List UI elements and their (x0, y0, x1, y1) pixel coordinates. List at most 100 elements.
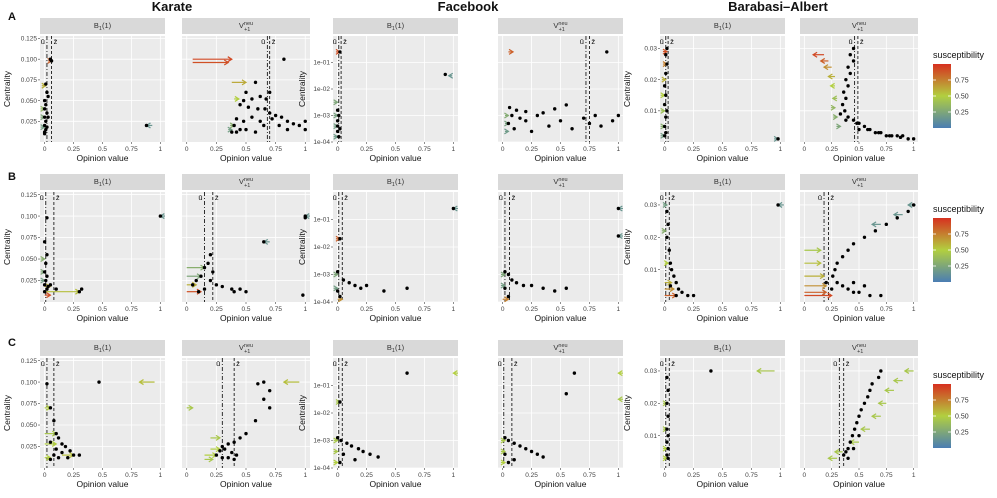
shift-arrow-head (234, 95, 241, 102)
y-tick-label: 0.01 (644, 108, 657, 115)
y-axis-title: Centrality (2, 394, 12, 431)
x-axis-title: Opinion value (370, 479, 422, 489)
x-tick-label: 0.5 (241, 306, 250, 313)
data-point (337, 113, 341, 118)
data-point (230, 450, 234, 455)
data-point (52, 419, 56, 423)
x-tick-label: 0.75 (125, 472, 138, 479)
y-axis-title: Centrality (297, 70, 307, 107)
legend-tick-label: 0.50 (955, 248, 969, 255)
data-point (42, 270, 47, 274)
x-tick-label: 0.25 (525, 146, 538, 153)
legend-tick-label: 0.50 (955, 94, 969, 101)
data-point (616, 113, 621, 118)
data-point (253, 80, 258, 85)
data-point (335, 436, 340, 440)
facet-strip (182, 18, 310, 34)
data-point (666, 433, 670, 438)
y-tick-label: 0.050 (21, 422, 38, 429)
x-tick-label: 0.5 (391, 472, 400, 479)
data-point (840, 102, 845, 107)
data-point (503, 436, 507, 440)
data-point (672, 274, 676, 278)
x-tick-label: 0.75 (418, 306, 431, 313)
x-tick-label: 0.5 (854, 146, 863, 153)
network-title-ba: Barabasi–Albert (728, 0, 828, 14)
shift-arrow-head (617, 370, 623, 377)
data-point (45, 90, 49, 95)
legend-tick-label: 0.25 (955, 110, 969, 117)
data-point (230, 130, 234, 134)
data-point (616, 234, 621, 238)
data-point (868, 388, 872, 393)
x-tick-label: 0.5 (98, 472, 107, 479)
facet-strip (333, 174, 458, 190)
data-point (862, 284, 867, 288)
shift-arrow-head (660, 107, 666, 114)
data-point (851, 242, 856, 246)
x-tick-label: 0.5 (854, 306, 863, 313)
data-point (547, 124, 551, 128)
data-point (529, 449, 534, 454)
data-point (63, 444, 68, 449)
shift-arrow-head (870, 221, 877, 228)
data-point (244, 431, 248, 436)
network-title-facebook: Facebook (438, 0, 499, 14)
y-tick-label: 0.050 (21, 98, 38, 105)
data-point (879, 369, 883, 373)
y-tick-label: 0.02 (644, 234, 657, 241)
panel-c-4: B1(1) ū z̄ 0 0.25 0.5 0.75 1 Opinion value 0.01 0.… (622, 340, 785, 489)
u-bar-label: ū (833, 359, 837, 368)
shift-arrow-head (227, 126, 233, 133)
x-tick-label: 1 (617, 472, 621, 479)
x-tick-label: 1 (912, 146, 916, 153)
y-axis-title: Centrality (297, 394, 307, 431)
x-axis-title: Opinion value (220, 153, 272, 163)
x-tick-label: 0 (663, 472, 667, 479)
data-point (56, 436, 61, 440)
x-tick-label: 1 (452, 306, 456, 313)
x-tick-label: 0.75 (418, 472, 431, 479)
shift-arrow-head (833, 448, 840, 455)
x-tick-label: 0.75 (583, 306, 596, 313)
panel-a-2: B1(1) ū z̄ 0 0.25 0.5 0.75 1 Opinion value 1e-04 1… (297, 18, 458, 163)
data-point (512, 441, 516, 445)
u-bar-label: ū (660, 193, 664, 202)
data-point (44, 278, 48, 283)
data-point (77, 289, 82, 294)
shift-arrow-head (816, 247, 822, 254)
data-point (835, 261, 839, 265)
x-tick-label: 1 (779, 146, 783, 153)
x-axis-title: Opinion value (833, 313, 885, 323)
panel-c-0: B1(1) ū z̄ 0 0.25 0.5 0.75 1 Opinion value 0.025 0… (2, 340, 165, 489)
facet-strip (660, 174, 785, 190)
data-point (665, 375, 669, 380)
data-point (335, 108, 340, 112)
data-point (709, 369, 713, 373)
x-tick-label: 0.75 (583, 472, 596, 479)
data-point (232, 289, 236, 294)
x-tick-label: 1 (303, 146, 307, 153)
x-axis-title: Opinion value (697, 479, 749, 489)
data-point (48, 440, 53, 444)
data-point (208, 278, 213, 283)
data-point (56, 455, 61, 460)
shift-arrow-head (811, 51, 818, 58)
x-tick-label: 0 (803, 472, 807, 479)
data-point (297, 123, 302, 128)
data-point (220, 455, 224, 460)
data-point (250, 97, 254, 101)
data-point (338, 237, 342, 241)
data-point (405, 286, 409, 290)
data-point (45, 287, 49, 291)
u-bar-label: ū (198, 193, 202, 202)
data-point (862, 124, 867, 129)
data-point (665, 440, 669, 444)
u-bar-label: ū (333, 37, 337, 46)
z-bar-label: z̄ (860, 37, 864, 46)
data-point (676, 287, 681, 291)
data-point (666, 456, 670, 460)
legends-layer: susceptibility0.250.500.75susceptibility… (933, 50, 985, 448)
data-point (691, 293, 696, 298)
x-tick-label: 1 (159, 472, 163, 479)
